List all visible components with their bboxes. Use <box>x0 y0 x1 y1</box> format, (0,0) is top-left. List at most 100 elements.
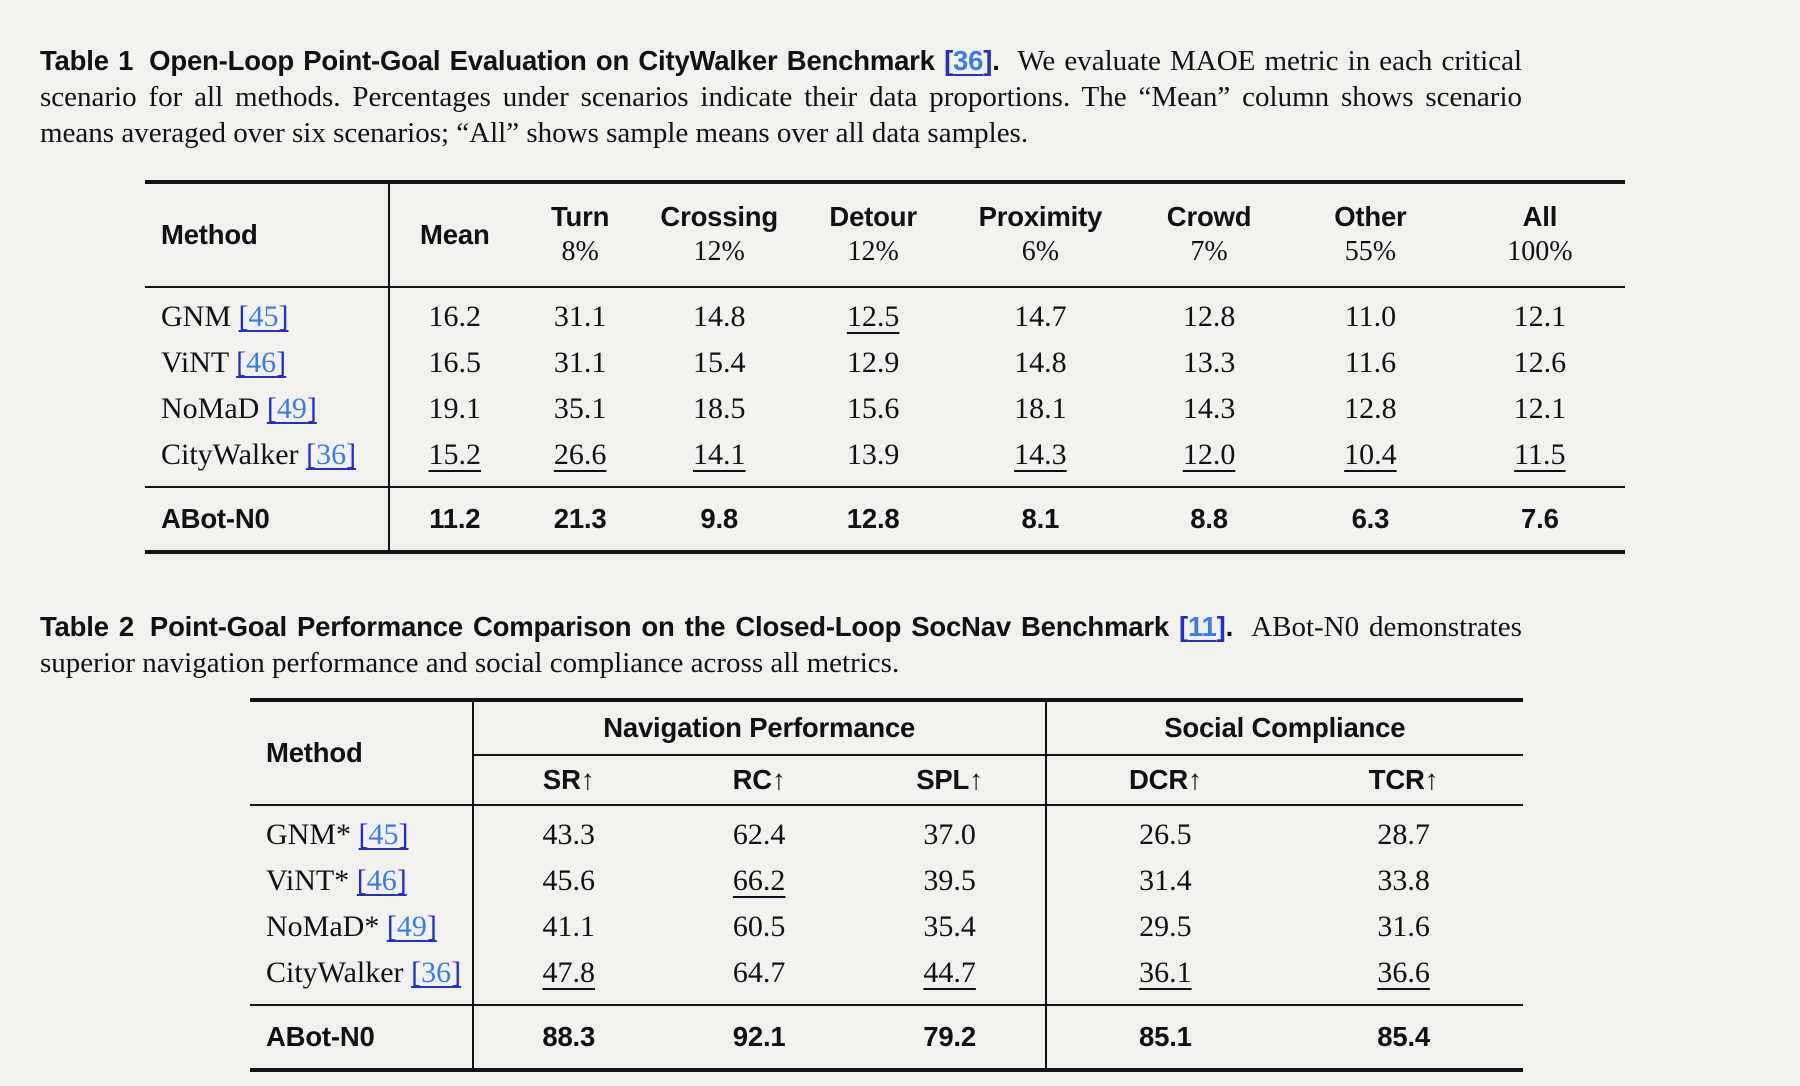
value-cell: 79.2 <box>854 1004 1046 1070</box>
value-cell: 13.9 <box>846 438 900 471</box>
method-cell: CityWalker [36] <box>161 438 357 471</box>
value-cell: 14.8 <box>692 300 746 333</box>
table-row-gnm-star: GNM* [45] 43.3 62.4 37.0 26.5 28.7 <box>250 805 1523 858</box>
method-cell: ViNT* [46] <box>266 864 407 897</box>
value-cell: 31.1 <box>553 346 607 379</box>
value-cell: 16.2 <box>388 287 520 340</box>
value-cell: 19.1 <box>388 386 520 432</box>
citation-link[interactable]: [49] <box>266 392 317 425</box>
value-cell: 29.5 <box>1044 904 1285 950</box>
table1-grid: Method Mean Turn 8% Crossing 12% Detour 12%… <box>145 180 1625 554</box>
table1-col-turn: Turn 8% <box>519 182 641 288</box>
value-cell: 45.6 <box>471 858 664 904</box>
value-cell: 41.1 <box>471 904 664 950</box>
table2-header: Method Navigation Performance Social Com… <box>250 700 1523 806</box>
table2-group-navigation-performance: Navigation Performance <box>471 700 1046 756</box>
table-row-abot-n0: ABot-N0 88.3 92.1 79.2 85.1 85.4 <box>250 1004 1523 1070</box>
method-cell: GNM* [45] <box>266 818 409 851</box>
table2-caption-citation-link[interactable]: [11] <box>1178 611 1226 642</box>
up-arrow-icon: ↑ <box>1424 764 1439 796</box>
value-cell: 35.1 <box>553 392 607 425</box>
table2-col-spl: SPL↑ <box>854 755 1046 806</box>
value-cell: 11.6 <box>1344 346 1397 379</box>
citation-link[interactable]: [46] <box>356 864 407 897</box>
value-cell: 85.4 <box>1284 1004 1523 1070</box>
value-cell: 12.1 <box>1513 300 1567 333</box>
table1-header: Method Mean Turn 8% Crossing 12% Detour 12%… <box>145 182 1625 288</box>
table-row-vint: ViNT [46] 16.5 31.1 15.4 12.9 14.8 13.3 … <box>145 340 1625 386</box>
table-row-nomad: NoMaD [49] 19.1 35.1 18.5 15.6 18.1 14.3… <box>145 386 1625 432</box>
table1-caption-title: Open-Loop Point-Goal Evaluation on CityW… <box>149 45 935 76</box>
value-cell: 26.5 <box>1044 805 1285 858</box>
value-cell: 28.7 <box>1377 818 1430 851</box>
method-cell: CityWalker [36] <box>266 956 462 989</box>
value-cell: 12.8 <box>797 486 949 552</box>
value-cell: 14.1 <box>692 438 746 471</box>
value-cell: 11.5 <box>1514 438 1566 471</box>
value-cell: 43.3 <box>471 805 664 858</box>
table1-caption-body: We evaluate MAOE metric in each critical… <box>40 45 1522 149</box>
table-row-abot-n0: ABot-N0 11.2 21.3 9.8 12.8 8.1 8.8 6.3 7… <box>145 486 1625 552</box>
value-cell: 7.6 <box>1454 486 1625 552</box>
value-cell: 8.8 <box>1132 486 1287 552</box>
table-row-nomad-star: NoMaD* [49] 41.1 60.5 35.4 29.5 31.6 <box>250 904 1523 950</box>
table1-caption-citation-link[interactable]: [36] <box>944 45 993 76</box>
value-cell: 14.3 <box>1014 438 1067 471</box>
value-cell: 31.4 <box>1044 858 1285 904</box>
table-row-citywalker: CityWalker [36] 15.2 26.6 14.1 13.9 14.3… <box>145 432 1625 487</box>
table2-caption-title: Point-Goal Performance Comparison on the… <box>149 611 1169 642</box>
method-cell: ABot-N0 <box>145 486 390 552</box>
value-cell: 37.0 <box>923 818 976 851</box>
table1-col-proximity: Proximity 6% <box>948 182 1133 288</box>
citation-link[interactable]: [46] <box>236 346 287 379</box>
citation-link[interactable]: [45] <box>238 300 289 333</box>
value-cell: 14.7 <box>1014 300 1067 333</box>
value-cell: 12.8 <box>1182 300 1236 333</box>
citation-link[interactable]: [45] <box>358 818 409 851</box>
value-cell: 9.8 <box>640 486 798 552</box>
up-arrow-icon: ↑ <box>580 764 595 796</box>
table1-col-mean: Mean <box>388 182 520 288</box>
value-cell: 10.4 <box>1344 438 1397 471</box>
citation-link[interactable]: [36] <box>411 956 462 989</box>
value-cell: 14.3 <box>1182 392 1236 425</box>
value-cell: 12.8 <box>1344 392 1397 425</box>
value-cell: 15.4 <box>692 346 746 379</box>
table1-caption: Table 1 Open-Loop Point-Goal Evaluation o… <box>40 43 1522 151</box>
value-cell: 13.3 <box>1182 346 1236 379</box>
value-cell: 44.7 <box>923 956 976 989</box>
table2: Method Navigation Performance Social Com… <box>250 698 1523 1072</box>
citation-link[interactable]: [49] <box>386 910 437 943</box>
value-cell: 33.8 <box>1377 864 1430 897</box>
table2-metric-header-row: SR↑ RC↑ SPL↑ DCR↑ TCR↑ <box>250 755 1523 806</box>
value-cell: 85.1 <box>1044 1004 1285 1070</box>
value-cell: 18.1 <box>1014 392 1067 425</box>
value-cell: 6.3 <box>1286 486 1455 552</box>
value-cell: 64.7 <box>732 956 786 989</box>
table2-group-social-compliance: Social Compliance <box>1044 700 1523 756</box>
table2-caption-period: . <box>1225 611 1234 642</box>
value-cell: 15.2 <box>388 432 520 487</box>
value-cell: 66.2 <box>732 864 786 897</box>
table1-col-method: Method <box>145 182 390 288</box>
value-cell: 8.1 <box>948 486 1133 552</box>
value-cell: 31.1 <box>553 300 607 333</box>
method-cell: GNM [45] <box>161 300 289 333</box>
up-arrow-icon: ↑ <box>1188 764 1202 796</box>
value-cell: 92.1 <box>663 1004 855 1070</box>
value-cell: 47.8 <box>471 950 664 1005</box>
table2-caption-body: ABot-N0 demonstrates superior navigation… <box>40 611 1522 679</box>
value-cell: 21.3 <box>519 486 641 552</box>
value-cell: 15.6 <box>846 392 900 425</box>
table1-header-row: Method Mean Turn 8% Crossing 12% Detour 12%… <box>145 182 1625 288</box>
table1-caption-period: . <box>992 45 1000 76</box>
value-cell: 12.1 <box>1513 392 1567 425</box>
value-cell: 12.5 <box>846 300 900 333</box>
value-cell: 62.4 <box>732 818 786 851</box>
value-cell: 11.0 <box>1344 300 1397 333</box>
citation-link[interactable]: [36] <box>306 438 357 471</box>
method-cell: ABot-N0 <box>250 1004 473 1070</box>
table2-col-dcr: DCR↑ <box>1044 755 1285 806</box>
table2-col-rc: RC↑ <box>663 755 855 806</box>
value-cell: 35.4 <box>923 910 976 943</box>
